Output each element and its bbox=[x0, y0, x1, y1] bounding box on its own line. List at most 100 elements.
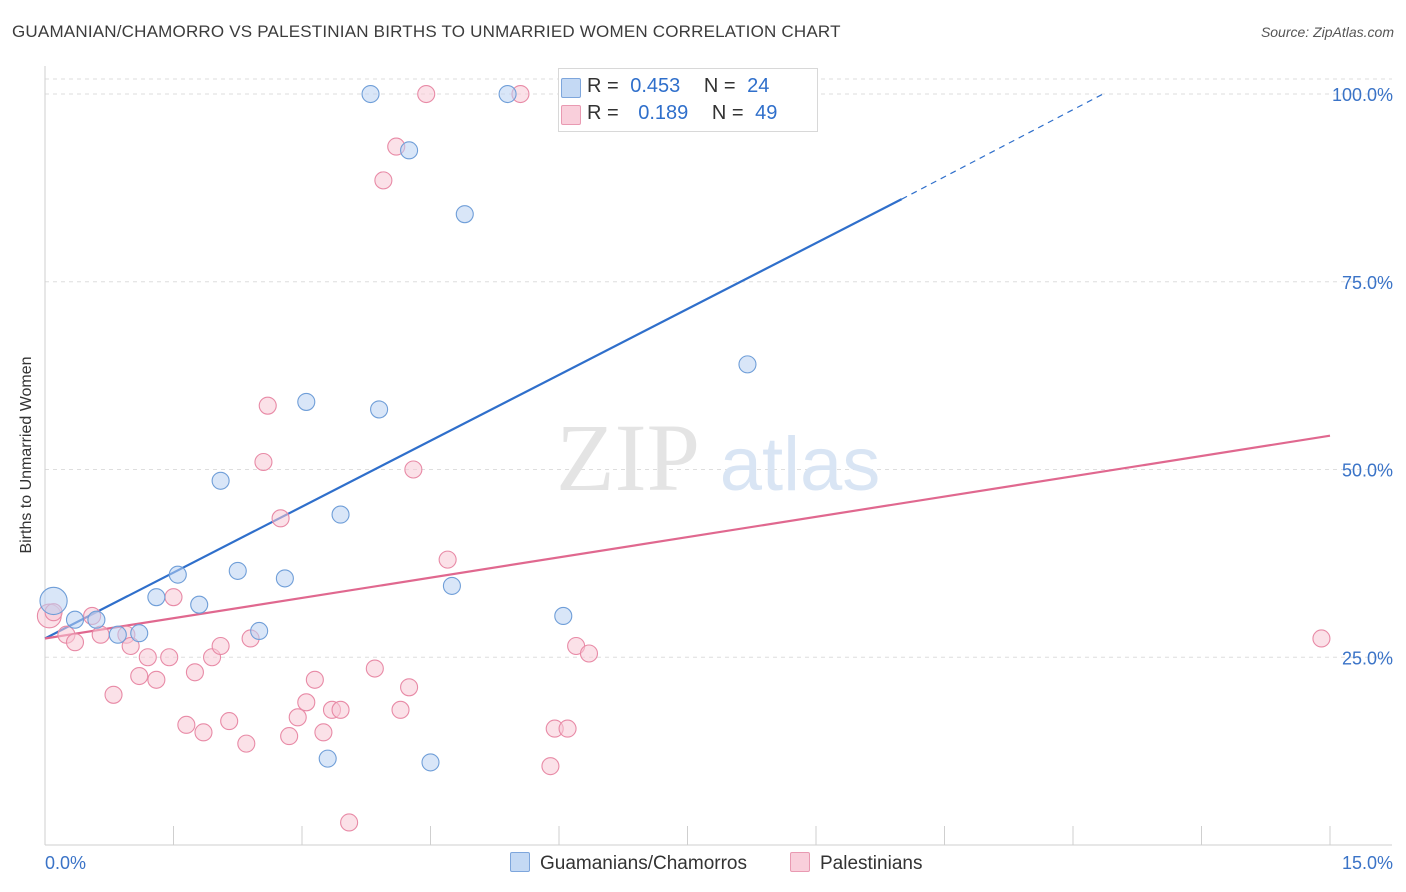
data-point-palestinian bbox=[254, 452, 273, 472]
data-point-palestinian bbox=[121, 636, 140, 656]
data-point-palestinian bbox=[438, 550, 457, 569]
y-tick-label: 25.0% bbox=[1342, 648, 1393, 668]
data-point-guamanian bbox=[228, 561, 247, 580]
legend-n-label: N = bbox=[711, 102, 744, 124]
data-point-guamanian bbox=[147, 588, 166, 607]
data-point-guamanian bbox=[130, 624, 149, 643]
data-point-palestinian bbox=[374, 171, 393, 190]
data-point-guamanian bbox=[108, 625, 127, 644]
legend-swatch-pink bbox=[561, 105, 581, 125]
data-point-guamanian bbox=[297, 392, 316, 411]
data-point-palestinian bbox=[185, 663, 204, 682]
data-point-palestinian bbox=[237, 734, 256, 753]
data-point-guamanian bbox=[318, 749, 337, 768]
watermark: ZIP atlas bbox=[556, 404, 880, 511]
source-label: Source: ZipAtlas.com bbox=[1260, 24, 1394, 40]
data-point-guamanian bbox=[65, 610, 85, 629]
data-point-palestinian bbox=[391, 700, 410, 719]
data-point-palestinian bbox=[404, 460, 423, 479]
data-point-palestinian bbox=[331, 700, 350, 719]
legend-n-value: 24 bbox=[747, 75, 770, 97]
data-point-guamanian bbox=[455, 205, 474, 224]
series-legend-guamanian: Guamanians/Chamorros bbox=[510, 852, 747, 875]
axes bbox=[44, 66, 1392, 846]
data-point-guamanian bbox=[190, 595, 209, 614]
chart-title: GUAMANIAN/CHAMORRO VS PALESTINIAN BIRTHS… bbox=[12, 22, 841, 41]
data-point-palestinian bbox=[417, 84, 436, 104]
data-point-palestinian bbox=[400, 678, 419, 697]
data-point-palestinian bbox=[104, 685, 123, 704]
data-point-guamanian bbox=[370, 400, 389, 419]
watermark-atlas: atlas bbox=[720, 422, 881, 507]
data-points bbox=[36, 84, 1331, 832]
data-point-palestinian bbox=[220, 712, 239, 731]
legend-swatch-blue bbox=[510, 852, 530, 872]
data-point-palestinian bbox=[194, 723, 213, 742]
trend-line-palestinian bbox=[44, 434, 1331, 640]
x-tick-label: 15.0% bbox=[1342, 853, 1393, 873]
data-point-palestinian bbox=[541, 757, 560, 776]
x-tick-label: 0.0% bbox=[45, 853, 86, 873]
legend-r-label: R = bbox=[587, 75, 619, 97]
data-point-guamanian bbox=[498, 84, 517, 104]
data-point-palestinian bbox=[558, 719, 577, 738]
data-point-palestinian bbox=[160, 648, 179, 667]
data-point-palestinian bbox=[288, 708, 307, 727]
data-point-guamanian bbox=[87, 610, 106, 629]
data-point-guamanian bbox=[275, 569, 294, 588]
trend-line-guamanian-extension bbox=[901, 93, 1104, 200]
data-point-guamanian bbox=[361, 84, 380, 104]
legend-row-palestinian: R = 0.189 N = 49 bbox=[561, 102, 778, 125]
y-axis-label: Births to Unmarried Women bbox=[18, 356, 35, 554]
data-point-palestinian bbox=[164, 588, 183, 607]
legend-r-label: R = bbox=[587, 102, 619, 124]
data-point-guamanian bbox=[738, 355, 757, 374]
legend-row-guamanian: R = 0.453 N = 24 bbox=[561, 75, 770, 98]
data-point-guamanian bbox=[331, 505, 350, 524]
data-point-palestinian bbox=[130, 666, 149, 686]
watermark-zip: ZIP bbox=[556, 404, 700, 511]
data-point-guamanian bbox=[168, 565, 187, 584]
data-point-guamanian bbox=[211, 471, 230, 490]
correlation-legend: R = 0.453 N = 24 R = 0.189 N = 49 bbox=[558, 68, 818, 132]
data-point-palestinian bbox=[297, 693, 316, 712]
data-point-palestinian bbox=[280, 727, 299, 746]
y-tick-label: 50.0% bbox=[1342, 461, 1393, 481]
y-tick-label: 75.0% bbox=[1342, 273, 1393, 293]
data-point-guamanian bbox=[39, 586, 68, 616]
data-point-guamanian bbox=[554, 606, 573, 626]
data-point-palestinian bbox=[65, 633, 85, 652]
data-point-palestinian bbox=[314, 723, 333, 742]
series-legend: Guamanians/Chamorros Palestinians bbox=[0, 852, 1406, 878]
legend-n-value: 49 bbox=[755, 102, 778, 124]
data-point-palestinian bbox=[340, 813, 359, 832]
data-point-palestinian bbox=[211, 636, 230, 656]
data-point-guamanian bbox=[250, 621, 269, 641]
data-point-palestinian bbox=[258, 396, 277, 415]
y-tick-label: 100.0% bbox=[1332, 85, 1393, 105]
data-point-palestinian bbox=[138, 648, 157, 667]
data-point-palestinian bbox=[147, 670, 166, 689]
data-point-palestinian bbox=[365, 659, 384, 678]
series-legend-palestinian: Palestinians bbox=[790, 852, 922, 875]
data-point-palestinian bbox=[305, 670, 324, 689]
data-point-palestinian bbox=[579, 644, 599, 663]
trend-lines bbox=[44, 93, 1331, 640]
legend-swatch-pink bbox=[790, 852, 810, 872]
series-legend-label: Palestinians bbox=[820, 853, 923, 874]
legend-r-value: 0.189 bbox=[638, 102, 689, 124]
data-point-palestinian bbox=[271, 509, 290, 528]
data-point-guamanian bbox=[421, 753, 440, 772]
legend-swatch-blue bbox=[561, 78, 581, 98]
grid-lines bbox=[45, 78, 1392, 658]
series-legend-label: Guamanians/Chamorros bbox=[540, 853, 747, 874]
legend-r-value: 0.453 bbox=[630, 75, 681, 97]
data-point-palestinian bbox=[1312, 629, 1331, 648]
data-point-guamanian bbox=[442, 576, 461, 595]
data-point-guamanian bbox=[400, 141, 419, 160]
data-point-palestinian bbox=[91, 625, 110, 644]
tick-labels: 25.0% 50.0% 75.0% 100.0% 0.0% 15.0% bbox=[45, 85, 1393, 873]
data-point-palestinian bbox=[177, 715, 196, 734]
trend-line-guamanian bbox=[44, 198, 903, 640]
